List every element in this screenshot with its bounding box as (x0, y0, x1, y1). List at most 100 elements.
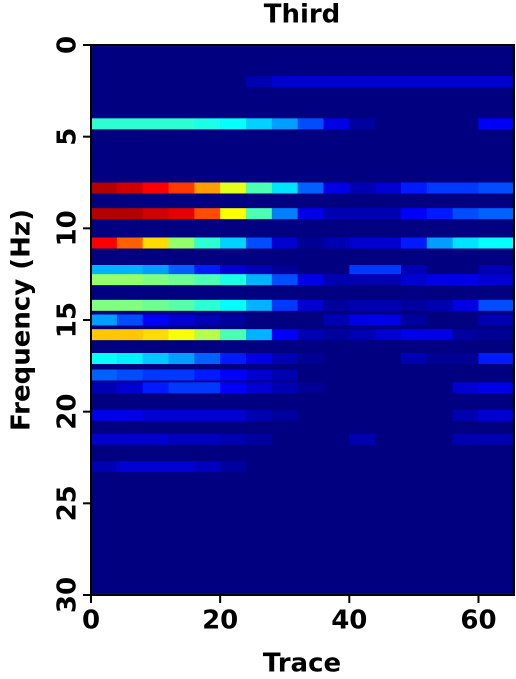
heatmap-cell (478, 237, 515, 249)
heatmap-cell (426, 118, 453, 130)
heatmap-cell (142, 329, 169, 341)
heatmap-cell (426, 208, 453, 220)
y-axis-label: Frequency (Hz) (7, 209, 37, 431)
heatmap-cell (400, 237, 428, 249)
heatmap-cell (168, 274, 195, 286)
heatmap-cell (478, 299, 515, 311)
heatmap-cell (426, 76, 453, 88)
heatmap-cell (452, 353, 479, 364)
heatmap-cell (452, 182, 479, 194)
heatmap-cell (168, 329, 195, 341)
heatmap-cell (91, 329, 118, 341)
heatmap-cell (220, 461, 247, 473)
x-tick-label: 60 (460, 606, 496, 636)
heatmap-cell (323, 265, 350, 276)
heatmap-cell (220, 409, 247, 421)
heatmap-cell (297, 329, 324, 341)
heatmap-cell (323, 369, 350, 381)
heatmap-cell (91, 409, 118, 421)
heatmap-cell (245, 369, 273, 381)
heatmap-cell (91, 299, 118, 311)
heatmap-cell (194, 353, 221, 364)
heatmap-cell (297, 76, 324, 88)
heatmap-cell (375, 274, 402, 286)
heatmap-cell (323, 208, 350, 220)
heatmap-cell (220, 76, 247, 88)
heatmap-cell (297, 382, 324, 394)
heatmap-cell (323, 314, 350, 326)
heatmap-cell (297, 409, 324, 421)
heatmap-cell (478, 76, 515, 88)
heatmap-cell (116, 433, 143, 445)
heatmap-cell (245, 237, 273, 249)
heatmap-cell (142, 299, 169, 311)
heatmap-cell (245, 461, 273, 473)
heatmap-cell (375, 329, 402, 341)
heatmap-cell (91, 369, 118, 381)
y-tick-label: 15 (53, 302, 83, 338)
heatmap-cell (478, 314, 515, 326)
heatmap-cell (349, 461, 376, 473)
heatmap-cell (400, 461, 428, 473)
heatmap-cell (91, 433, 118, 445)
heatmap-cell (297, 461, 324, 473)
heatmap-cell (323, 237, 350, 249)
heatmap-cell (271, 265, 298, 276)
heatmap-cell (220, 353, 247, 364)
heatmap-cell (426, 265, 453, 276)
heatmap-cell (116, 265, 143, 276)
heatmap-cell (271, 353, 298, 364)
heatmap-cell (245, 353, 273, 364)
heatmap-cell (245, 274, 273, 286)
heatmap-cell (91, 265, 118, 276)
heatmap-cell (91, 353, 118, 364)
x-tick-label: 20 (202, 606, 238, 636)
heatmap-cell (194, 433, 221, 445)
heatmap-cell (349, 118, 376, 130)
heatmap-cell (349, 382, 376, 394)
heatmap-cell (245, 265, 273, 276)
heatmap-cell (375, 353, 402, 364)
heatmap-cell (400, 299, 428, 311)
heatmap-cell (116, 382, 143, 394)
heatmap-cell (116, 353, 143, 364)
heatmap-cell (245, 118, 273, 130)
heatmap-cell (426, 353, 453, 364)
heatmap-cell (142, 409, 169, 421)
heatmap-cell (375, 237, 402, 249)
heatmap-cell (194, 409, 221, 421)
heatmap-cell (323, 299, 350, 311)
heatmap-cell (297, 369, 324, 381)
heatmap-cell (452, 369, 479, 381)
heatmap-cell (194, 208, 221, 220)
heatmap-cell (375, 382, 402, 394)
heatmap-cell (168, 118, 195, 130)
heatmap-cell (452, 461, 479, 473)
heatmap-cell (194, 314, 221, 326)
heatmap-cell (400, 314, 428, 326)
heatmap-cell (375, 76, 402, 88)
heatmap-cell (478, 208, 515, 220)
heatmap-cell (271, 409, 298, 421)
heatmap-cell (245, 314, 273, 326)
heatmap-cell (323, 382, 350, 394)
heatmap-cell (400, 369, 428, 381)
heatmap-cell (323, 461, 350, 473)
heatmap-cell (142, 274, 169, 286)
heatmap-cell (220, 237, 247, 249)
chart-title: Third (264, 0, 341, 30)
heatmap-cell (220, 369, 247, 381)
heatmap-cell (297, 208, 324, 220)
heatmap-cell (426, 382, 453, 394)
heatmap-cell (452, 118, 479, 130)
heatmap-cell (349, 76, 376, 88)
heatmap-cell (194, 76, 221, 88)
heatmap-cell (349, 329, 376, 341)
heatmap-cell (271, 461, 298, 473)
heatmap-cell (375, 299, 402, 311)
heatmap-cell (400, 329, 428, 341)
heatmap-cell (116, 274, 143, 286)
heatmap-cell (400, 433, 428, 445)
heatmap-cell (452, 208, 479, 220)
heatmap-cell (426, 461, 453, 473)
